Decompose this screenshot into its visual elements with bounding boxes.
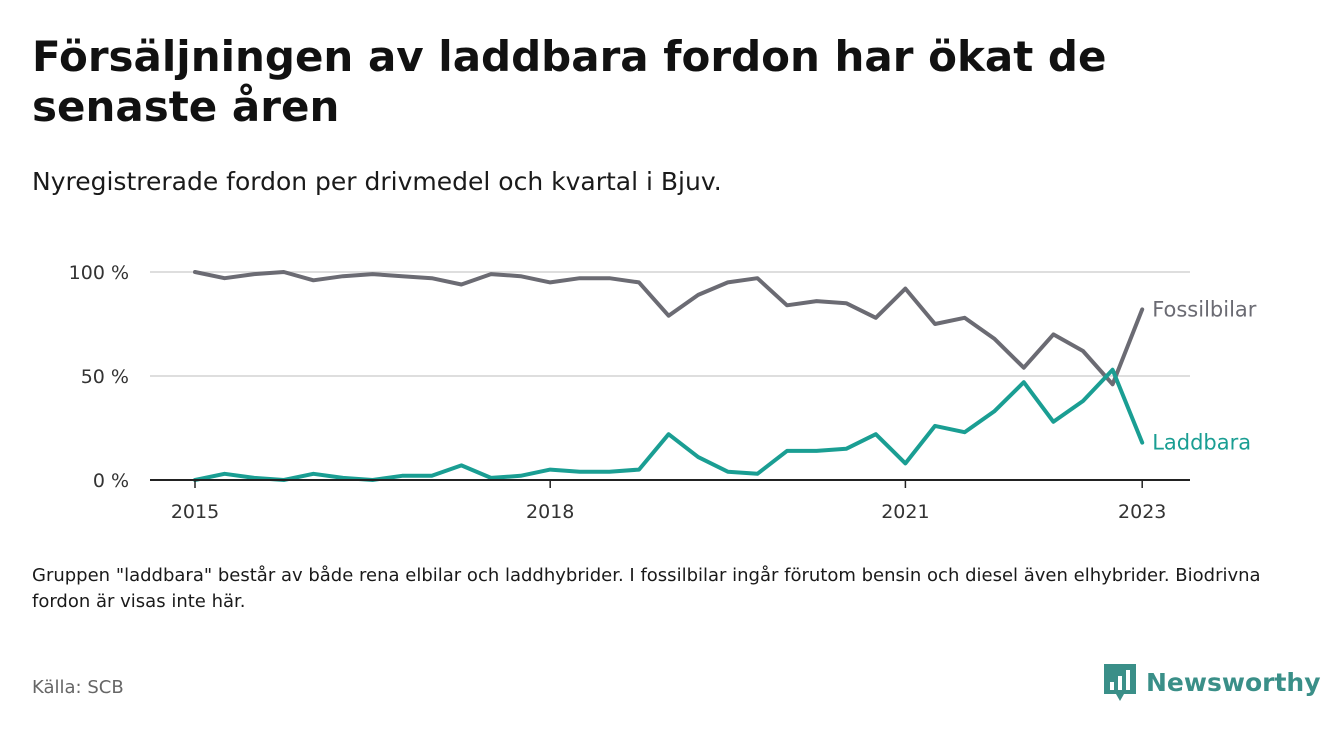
x-tick-label: 2023: [1118, 501, 1166, 523]
chart-footnote: Gruppen "laddbara" består av både rena e…: [32, 565, 1261, 612]
series-line-fossilbilar: [193, 270, 1145, 387]
grid-lines: [150, 271, 1190, 377]
axes: 0 % 50 % 100 % 2015 2018 2021 2023: [69, 262, 1190, 523]
chart-title: Försäljningen av laddbara fordon har öka…: [32, 32, 1107, 131]
series-label-fossilbilar: Fossilbilar: [1152, 297, 1257, 321]
series-lines: Fossilbilar Laddbara: [193, 270, 1257, 482]
y-tick-label: 100 %: [69, 262, 129, 284]
y-tick-label: 50 %: [81, 366, 129, 388]
x-tick-label: 2021: [881, 501, 929, 523]
x-tick-label: 2015: [171, 501, 219, 523]
brand-logo: Newsworthy: [1102, 660, 1321, 704]
series-label-laddbara: Laddbara: [1152, 431, 1251, 455]
chart-subtitle: Nyregistrerade fordon per drivmedel och …: [32, 167, 722, 196]
series-line-laddbara: [193, 367, 1145, 482]
source-credit: Källa: SCB: [32, 677, 124, 698]
x-tick-label: 2018: [526, 501, 574, 523]
bar-chart-bubble-icon: [1104, 664, 1136, 701]
brand-name: Newsworthy: [1146, 667, 1321, 697]
y-tick-label: 0 %: [93, 470, 129, 492]
